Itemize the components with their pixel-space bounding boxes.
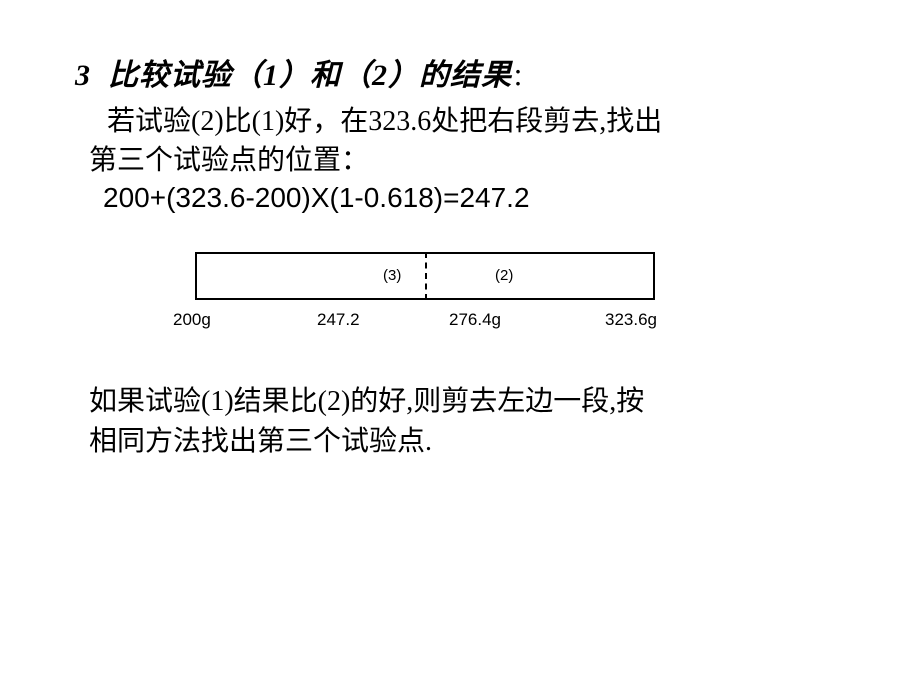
diagram-label-point2: (2) bbox=[495, 267, 513, 284]
formula-text: 200+(323.6-200)X(1-0.618)=247.2 bbox=[103, 182, 845, 214]
paragraph-line-3: 如果试验(1)结果比(2)的好,则剪去左边一段,按 bbox=[89, 382, 845, 421]
paragraph-line-2: 第三个试验点的位置： bbox=[89, 141, 845, 180]
slide-content: 3 比较试验（1）和（2）的结果： 若试验(2)比(1)好，在323.6处把右段… bbox=[0, 0, 920, 461]
heading-colon: ： bbox=[512, 65, 537, 91]
diagram-tick-200g: 200g bbox=[173, 310, 211, 330]
heading-number: 3 bbox=[75, 59, 91, 92]
diagram-divider bbox=[425, 252, 427, 300]
heading-text: 比较试验（1）和（2）的结果 bbox=[108, 59, 512, 92]
diagram-tick-276: 276.4g bbox=[449, 310, 501, 330]
diagram-label-point3: (3) bbox=[383, 267, 401, 284]
section-heading: 3 比较试验（1）和（2）的结果： bbox=[75, 50, 845, 94]
paragraph-line-4: 相同方法找出第三个试验点. bbox=[89, 422, 845, 461]
diagram-tick-323: 323.6g bbox=[605, 310, 657, 330]
diagram-tick-247: 247.2 bbox=[317, 310, 360, 330]
paragraph-line-1: 若试验(2)比(1)好，在323.6处把右段剪去,找出 bbox=[89, 102, 845, 141]
golden-section-diagram: (3) (2) 200g 247.2 276.4g 323.6g bbox=[195, 252, 675, 342]
